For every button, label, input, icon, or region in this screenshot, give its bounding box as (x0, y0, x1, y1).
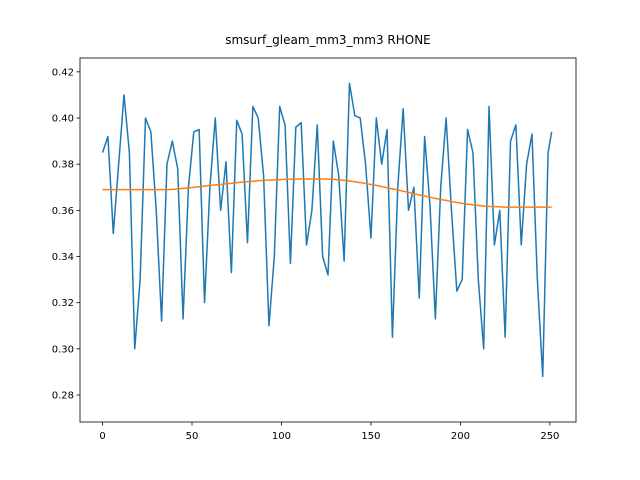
y-tick-label: 0.28 (52, 390, 74, 401)
x-tick-label: 0 (99, 431, 105, 442)
chart-title: smsurf_gleam_mm3_mm3 RHONE (225, 33, 431, 47)
x-tick-label: 200 (451, 431, 470, 442)
y-tick-label: 0.30 (52, 344, 74, 355)
y-tick-label: 0.42 (52, 67, 74, 78)
y-tick-label: 0.32 (52, 298, 74, 309)
x-tick-label: 150 (361, 431, 380, 442)
y-tick-label: 0.40 (52, 114, 74, 125)
x-tick-label: 250 (540, 431, 559, 442)
axes-frame (79, 57, 577, 423)
data-line (102, 178, 552, 208)
y-tick-label: 0.36 (52, 206, 74, 217)
y-tick-label: 0.34 (52, 252, 74, 263)
y-tick-label: 0.38 (52, 160, 74, 171)
x-tick-label: 50 (186, 431, 199, 442)
data-line (101, 82, 553, 378)
x-tick-label: 100 (272, 431, 291, 442)
